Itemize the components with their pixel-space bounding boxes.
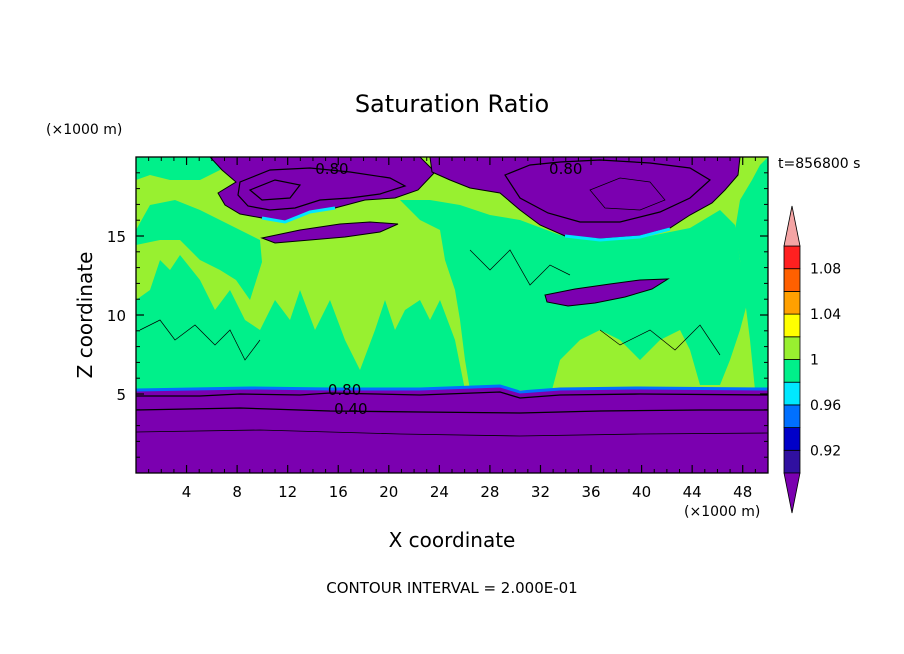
region-teal-left-upper [136,200,262,300]
colorbar-swatch [783,359,801,383]
region-teal-right-edge [735,157,768,390]
y-axis-label: Z coordinate [73,252,97,379]
colorbar-swatch [783,404,801,428]
contour-line-0.4-lower [136,407,768,414]
region-teal-top-left [136,157,230,180]
colorbar-tick-label: 1 [810,353,819,369]
y-axis-ticks: 5 10 15 [107,172,768,458]
cloud-edge-blue-left [261,206,336,224]
contour-line-mid-2 [469,249,571,286]
contour-line-upper-left-inner [248,179,302,201]
x-tick-label: 44 [683,483,702,501]
contour-label: 0.80 [549,160,582,178]
chart-title: Saturation Ratio [355,90,549,118]
colorbar-swatch [783,381,801,406]
colorbar: 0.92 0.96 1 1.04 1.08 [783,205,841,514]
contour-interval-footer: CONTOUR INTERVAL = 2.000E-01 [326,579,577,597]
lower-band [136,386,768,473]
time-label: t=856800 s [778,156,860,172]
region-teal-left-mid [136,255,465,390]
contour-line-lower-faint [136,429,768,437]
contour-label: 0.80 [328,381,361,399]
contour-line-upper-inner [589,177,666,211]
contour-line-upper-left-outer [237,167,407,211]
x-tick-label: 16 [329,483,348,501]
x-tick-label: 20 [379,483,398,501]
x-tick-label: 48 [733,483,752,501]
colorbar-under-arrow [783,472,801,514]
contour-line-0.8-lower [136,391,768,399]
y-tick-label: 5 [116,386,126,404]
cloud-streak-right [544,278,670,307]
x-tick-label: 4 [182,483,192,501]
colorbar-tick-label: 1.04 [810,307,841,323]
contour-line-upper-right-outer [504,159,712,223]
colorbar-swatch [783,245,801,270]
lower-band-top-edge [136,384,768,394]
contour-labels: 0.80 0.800.800.40 [315,160,582,418]
y-unit-label: (×1000 m) [46,122,122,138]
cloud-edge-blue-right [564,227,671,242]
x-tick-label: 12 [278,483,297,501]
colorbar-swatch [783,313,801,338]
colorbar-swatch [783,336,801,360]
colorbar-tick-label: 0.92 [810,443,841,459]
contour-label: 0.80 [315,160,348,178]
colorbar-swatch [783,427,801,451]
colorbar-over-arrow [783,205,801,247]
x-tick-label: 32 [531,483,550,501]
contour-line-mid-1 [139,319,261,361]
contour-field [136,157,768,473]
colorbar-tick-label: 0.96 [810,398,841,414]
contour-label: 0.40 [334,400,367,418]
x-unit-label: (×1000 m) [684,504,760,520]
x-tick-label: 8 [232,483,242,501]
x-tick-label: 36 [581,483,600,501]
colorbar-swatch [783,290,801,315]
x-axis-ticks: 4 8 12 16 20 24 28 32 36 40 44 48 [148,157,756,501]
x-axis-label: X coordinate [389,528,516,552]
y-tick-label: 15 [107,228,126,246]
colorbar-swatch [783,449,801,474]
colorbar-tick-label: 1.08 [810,262,841,278]
x-tick-label: 28 [480,483,499,501]
x-tick-label: 24 [430,483,449,501]
colorbar-swatch [783,268,801,292]
contour-line-mid-3 [599,324,721,356]
cloud-streak-left [260,221,399,244]
x-tick-label: 40 [632,483,651,501]
y-tick-label: 10 [107,307,126,325]
